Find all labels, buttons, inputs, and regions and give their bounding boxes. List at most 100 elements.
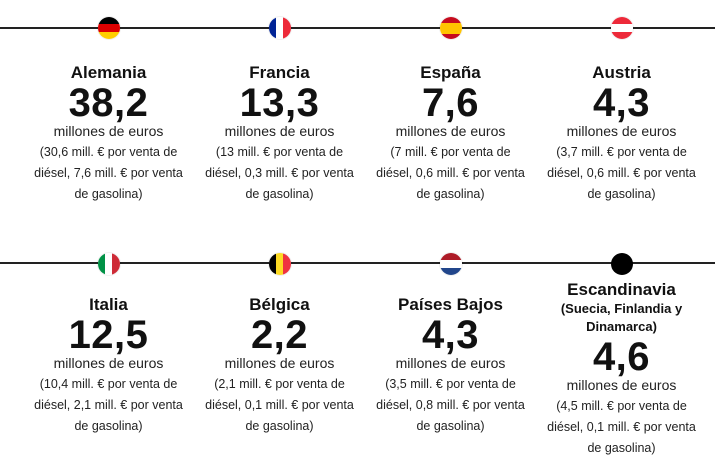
amount-breakdown: (30,6 mill. € por venta de diésel, 7,6 m…	[23, 142, 194, 205]
country-name: Francia	[249, 63, 310, 82]
amount-value: 2,2	[250, 313, 309, 357]
amount-unit: millones de euros	[224, 123, 335, 139]
amount-value: 12,5	[68, 313, 149, 357]
breakdown-line: (30,6 mill. € por venta de	[39, 145, 178, 159]
amount-breakdown: (13 mill. € por venta de diésel, 0,3 mil…	[194, 142, 365, 205]
belgium-flag-icon	[268, 253, 291, 275]
amount-value: 4,3	[592, 81, 651, 125]
country-card-alemania: Alemania 38,2 millones de euros (30,6 mi…	[23, 0, 194, 230]
breakdown-line: diésel, 0,6 mill. € por venta	[547, 166, 696, 180]
amount-unit: millones de euros	[53, 123, 164, 139]
country-name: Países Bajos	[398, 295, 503, 314]
flag-stripe	[97, 24, 120, 32]
flag-stripe	[439, 22, 462, 34]
amount-value: 4,6	[592, 335, 651, 379]
breakdown-line: de gasolina)	[416, 187, 485, 201]
breakdown-line: diésel, 2,1 mill. € por venta	[34, 398, 183, 412]
flag-stripe	[283, 253, 291, 275]
france-flag-icon	[268, 17, 291, 39]
country-name: Austria	[592, 63, 651, 82]
amount-breakdown: (7 mill. € por venta de diésel, 0,6 mill…	[365, 142, 536, 205]
amount-value: 7,6	[421, 81, 480, 125]
flag-stripe	[439, 253, 462, 261]
amount-breakdown: (4,5 mill. € por venta de diésel, 0,1 mi…	[536, 396, 707, 459]
country-name: Italia	[89, 295, 128, 314]
amount-unit: millones de euros	[566, 123, 677, 139]
breakdown-line: diésel, 0,3 mill. € por venta	[205, 166, 354, 180]
amount-unit: millones de euros	[566, 377, 677, 393]
breakdown-line: (3,7 mill. € por venta de	[556, 145, 687, 159]
breakdown-line: (2,1 mill. € por venta de	[214, 377, 345, 391]
amount-breakdown: (3,7 mill. € por venta de diésel, 0,6 mi…	[536, 142, 707, 205]
flag-stripe	[610, 31, 633, 39]
flag-stripe	[439, 33, 462, 39]
breakdown-line: de gasolina)	[74, 419, 143, 433]
flag-stripe	[439, 17, 462, 23]
flag-stripe	[439, 267, 462, 275]
amount-unit: millones de euros	[395, 355, 506, 371]
flag-stripe	[97, 31, 120, 39]
country-card-italia: Italia 12,5 millones de euros (10,4 mill…	[23, 236, 194, 466]
amount-value: 38,2	[68, 81, 149, 125]
amount-value: 13,3	[239, 81, 320, 125]
amount-unit: millones de euros	[395, 123, 506, 139]
flag-stripe	[268, 17, 276, 39]
breakdown-line: diésel, 0,1 mill. € por venta	[205, 398, 354, 412]
flag-stripe	[97, 253, 105, 275]
flag-stripe	[283, 17, 291, 39]
austria-flag-icon	[610, 17, 633, 39]
netherlands-flag-icon	[439, 253, 462, 275]
flag-stripe	[275, 17, 284, 39]
breakdown-line: (7 mill. € por venta de	[390, 145, 511, 159]
amount-breakdown: (10,4 mill. € por venta de diésel, 2,1 m…	[23, 374, 194, 437]
amount-unit: millones de euros	[224, 355, 335, 371]
country-card-espana: España 7,6 millones de euros (7 mill. € …	[365, 0, 536, 230]
country-name: Escandinavia	[567, 280, 676, 299]
flag-stripe	[112, 253, 120, 275]
breakdown-line: (3,5 mill. € por venta de	[385, 377, 516, 391]
country-name: Bélgica	[249, 295, 310, 314]
amount-breakdown: (3,5 mill. € por venta de diésel, 0,8 mi…	[365, 374, 536, 437]
breakdown-line: de gasolina)	[74, 187, 143, 201]
breakdown-line: (13 mill. € por venta de	[215, 145, 344, 159]
divider-line	[0, 262, 715, 264]
breakdown-line: diésel, 7,6 mill. € por venta	[34, 166, 183, 180]
breakdown-line: diésel, 0,6 mill. € por venta	[376, 166, 525, 180]
flag-stripe	[104, 253, 113, 275]
country-subtitle: (Suecia, Finlandia y Dinamarca)	[536, 300, 707, 336]
amount-value: 4,3	[421, 313, 480, 357]
country-subtitle-line: Dinamarca)	[586, 319, 657, 334]
country-subtitle-line: (Suecia, Finlandia y	[560, 301, 683, 316]
flag-stripe	[610, 24, 633, 32]
flag-stripe	[97, 17, 120, 25]
breakdown-line: de gasolina)	[587, 187, 656, 201]
country-row-1: Alemania 38,2 millones de euros (30,6 mi…	[0, 0, 715, 230]
country-card-belgica: Bélgica 2,2 millones de euros (2,1 mill.…	[194, 236, 365, 466]
breakdown-line: de gasolina)	[245, 187, 314, 201]
amount-unit: millones de euros	[53, 355, 164, 371]
italy-flag-icon	[97, 253, 120, 275]
breakdown-line: (4,5 mill. € por venta de	[556, 399, 687, 413]
breakdown-line: de gasolina)	[245, 419, 314, 433]
spain-flag-icon	[439, 17, 462, 39]
divider-line	[0, 27, 715, 29]
breakdown-line: (10,4 mill. € por venta de	[39, 377, 178, 391]
country-card-escandinavia: Escandinavia (Suecia, Finlandia y Dinama…	[536, 236, 707, 466]
breakdown-line: de gasolina)	[587, 441, 656, 455]
germany-flag-icon	[97, 17, 120, 39]
breakdown-line: diésel, 0,8 mill. € por venta	[376, 398, 525, 412]
country-card-francia: Francia 13,3 millones de euros (13 mill.…	[194, 0, 365, 230]
flag-stripe	[610, 17, 633, 25]
country-card-paises-bajos: Países Bajos 4,3 millones de euros (3,5 …	[365, 236, 536, 466]
flag-stripe	[439, 260, 462, 268]
amount-breakdown: (2,1 mill. € por venta de diésel, 0,1 mi…	[194, 374, 365, 437]
country-row-2: Italia 12,5 millones de euros (10,4 mill…	[0, 236, 715, 466]
breakdown-line: diésel, 0,1 mill. € por venta	[547, 420, 696, 434]
country-name: España	[420, 63, 481, 82]
breakdown-line: de gasolina)	[416, 419, 485, 433]
country-card-austria: Austria 4,3 millones de euros (3,7 mill.…	[536, 0, 707, 230]
flag-stripe	[268, 253, 276, 275]
scandinavia-dot-icon	[610, 253, 633, 275]
country-name: Alemania	[70, 63, 147, 82]
flag-stripe	[275, 253, 284, 275]
